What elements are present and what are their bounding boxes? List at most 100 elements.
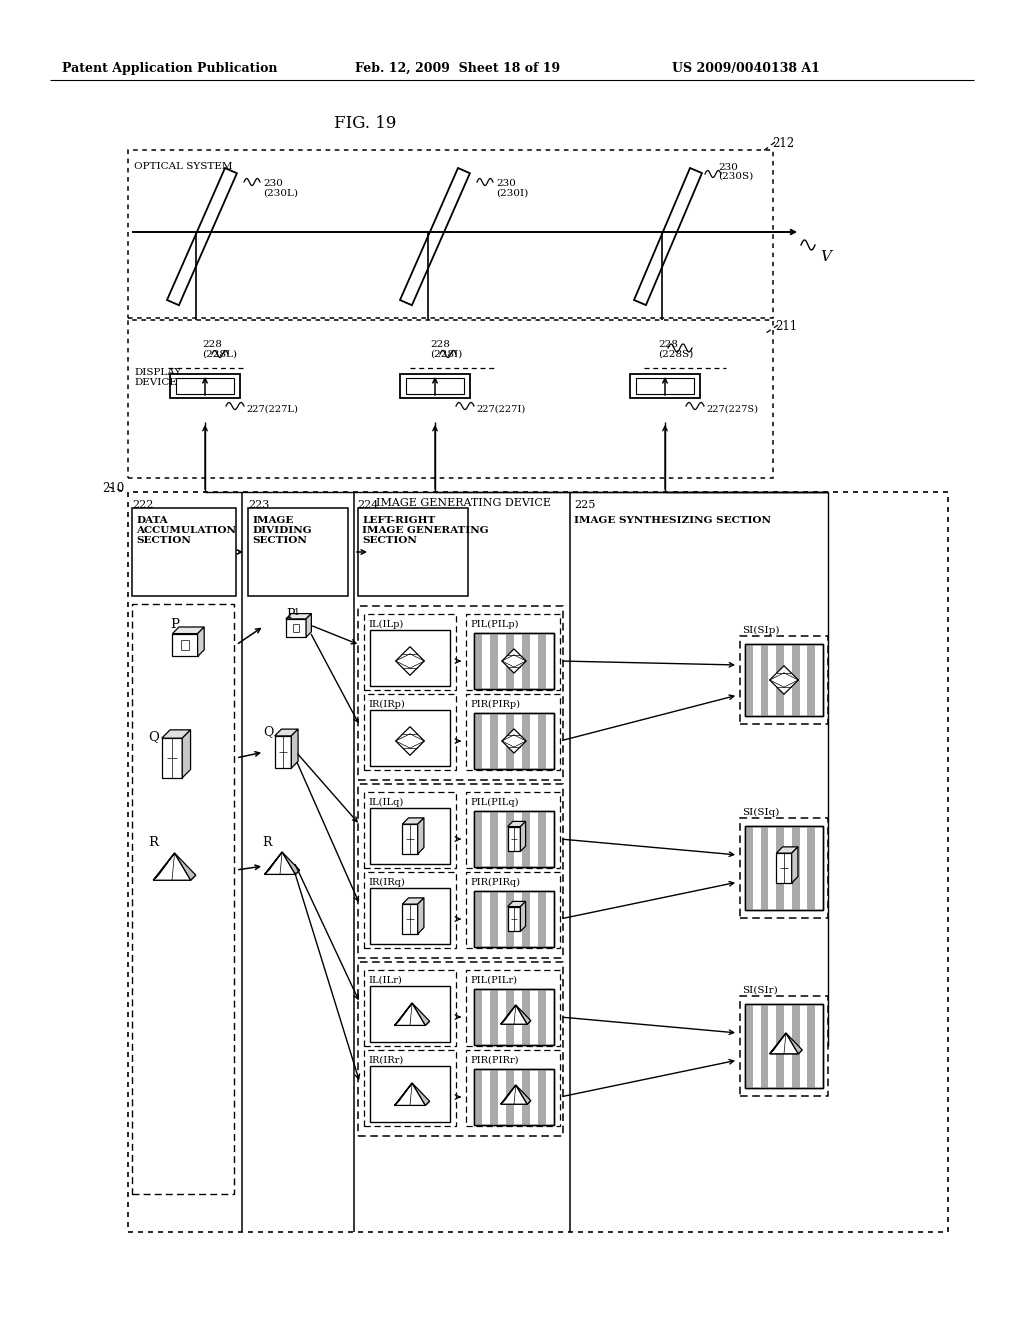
Text: LEFT-RIGHT: LEFT-RIGHT	[362, 516, 435, 525]
Polygon shape	[770, 1049, 802, 1053]
Text: V: V	[820, 249, 831, 264]
Text: 230: 230	[496, 180, 516, 187]
Bar	[740, 997, 828, 1096]
Text: Feb. 12, 2009  Sheet 18 of 19: Feb. 12, 2009 Sheet 18 of 19	[355, 62, 560, 75]
Text: (228S): (228S)	[658, 350, 693, 359]
Bar	[776, 1005, 784, 1088]
Bar	[474, 810, 554, 867]
Polygon shape	[402, 824, 418, 854]
Polygon shape	[154, 853, 190, 880]
Bar	[490, 989, 498, 1045]
Polygon shape	[402, 898, 424, 904]
Bar	[170, 374, 240, 399]
Polygon shape	[394, 1101, 430, 1105]
Text: IMAGE GENERATING DEVICE: IMAGE GENERATING DEVICE	[377, 498, 552, 508]
Polygon shape	[264, 851, 295, 874]
Bar	[132, 508, 236, 597]
Polygon shape	[501, 1085, 516, 1105]
Polygon shape	[400, 168, 470, 305]
Polygon shape	[402, 818, 424, 824]
Bar	[506, 1069, 514, 1125]
Polygon shape	[770, 1034, 799, 1053]
Bar	[370, 1067, 450, 1122]
Polygon shape	[174, 853, 196, 880]
Polygon shape	[508, 821, 525, 826]
Polygon shape	[776, 853, 792, 883]
Polygon shape	[786, 1034, 802, 1053]
Polygon shape	[394, 1003, 425, 1026]
Bar	[490, 810, 498, 867]
Bar	[761, 826, 768, 909]
Bar	[522, 989, 530, 1045]
Text: 228: 228	[202, 341, 222, 348]
Polygon shape	[502, 649, 526, 673]
Polygon shape	[770, 665, 799, 694]
Bar	[745, 1005, 823, 1088]
Text: P: P	[170, 618, 179, 631]
Polygon shape	[501, 1005, 527, 1024]
Polygon shape	[501, 1005, 516, 1024]
Bar	[358, 784, 563, 958]
Text: (228I): (228I)	[430, 350, 462, 359]
Bar	[490, 713, 498, 770]
Bar	[406, 378, 464, 393]
Bar	[538, 713, 546, 770]
Text: 212: 212	[772, 137, 795, 150]
Bar	[474, 713, 482, 770]
Bar	[474, 713, 554, 770]
Text: US 2009/0040138 A1: US 2009/0040138 A1	[672, 62, 820, 75]
Text: IL(ILr): IL(ILr)	[368, 975, 401, 985]
Polygon shape	[286, 619, 306, 638]
Bar	[364, 694, 456, 770]
Text: DATA: DATA	[136, 516, 168, 525]
Text: ACCUMULATION: ACCUMULATION	[136, 525, 236, 535]
Polygon shape	[395, 647, 424, 676]
Polygon shape	[394, 1022, 430, 1026]
Polygon shape	[516, 1005, 530, 1024]
Bar	[474, 891, 554, 946]
Text: 230: 230	[263, 180, 283, 187]
Text: 227(227I): 227(227I)	[476, 405, 525, 414]
Bar	[538, 891, 546, 946]
Polygon shape	[172, 627, 204, 634]
Bar	[761, 1005, 768, 1088]
Bar	[474, 810, 554, 867]
Text: (230I): (230I)	[496, 189, 528, 198]
Polygon shape	[274, 735, 291, 768]
Bar	[474, 989, 554, 1045]
Bar	[466, 792, 560, 869]
Bar	[466, 614, 560, 690]
Text: DIVIDING: DIVIDING	[252, 525, 311, 535]
Text: R: R	[148, 836, 158, 849]
Bar	[522, 810, 530, 867]
Text: IR(IRq): IR(IRq)	[368, 878, 404, 887]
Bar	[490, 891, 498, 946]
Bar	[745, 1005, 823, 1088]
Text: 223: 223	[248, 500, 269, 510]
Text: 228: 228	[430, 341, 450, 348]
Bar	[807, 644, 815, 715]
Bar	[745, 1005, 753, 1088]
Bar	[132, 605, 234, 1195]
Text: (228L): (228L)	[202, 350, 237, 359]
Bar	[358, 606, 563, 780]
Bar	[370, 710, 450, 766]
Text: Patent Application Publication: Patent Application Publication	[62, 62, 278, 75]
Bar	[474, 989, 554, 1045]
Polygon shape	[395, 727, 424, 755]
Bar	[364, 614, 456, 690]
Text: 225: 225	[574, 500, 595, 510]
Bar	[745, 826, 823, 909]
Bar	[358, 508, 468, 597]
Text: SECTION: SECTION	[252, 536, 307, 545]
Polygon shape	[394, 1082, 412, 1105]
Text: OPTICAL SYSTEM: OPTICAL SYSTEM	[134, 162, 232, 172]
Text: IL(ILq): IL(ILq)	[368, 799, 403, 807]
Polygon shape	[508, 826, 520, 851]
Polygon shape	[306, 614, 311, 638]
Text: PIR(PIRq): PIR(PIRq)	[470, 878, 520, 887]
Bar	[522, 891, 530, 946]
Text: SI(SIp): SI(SIp)	[742, 626, 779, 635]
Bar	[776, 826, 784, 909]
Polygon shape	[162, 738, 182, 777]
